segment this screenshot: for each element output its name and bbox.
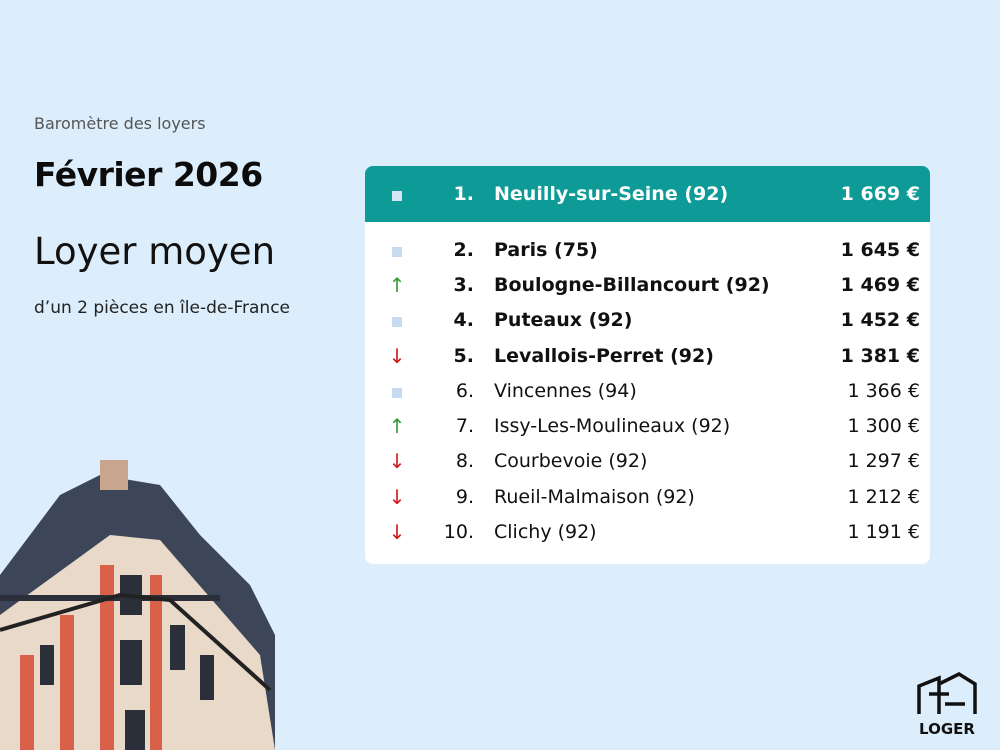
ranking-row: 4. Puteaux (92) 1 452 €	[365, 303, 930, 338]
row-rank: 1.	[453, 183, 474, 205]
arrow-up-icon: ↑	[388, 414, 406, 439]
row-rank: 4.	[453, 309, 474, 332]
row-price: 1 300 €	[847, 415, 920, 438]
row-price: 1 191 €	[847, 521, 920, 544]
row-rank: 6.	[455, 379, 474, 402]
subtitle: d’un 2 pièces en île-de-France	[34, 298, 290, 318]
ranking-row: ↓ 8. Courbevoie (92) 1 297 €	[365, 444, 930, 479]
row-name: Courbevoie (92)	[494, 450, 648, 473]
row-rank: 5.	[453, 344, 474, 367]
row-price: 1 297 €	[847, 450, 920, 473]
row-rank: 10.	[443, 521, 474, 544]
ranking-row: 6. Vincennes (94) 1 366 €	[365, 373, 930, 408]
loger-logo: LOGER	[912, 670, 982, 738]
arrow-down-icon: ↓	[388, 343, 406, 368]
row-price: 1 469 €	[840, 273, 920, 296]
row-name: Clichy (92)	[494, 521, 597, 544]
ranking-row: ↑ 3. Boulogne-Billancourt (92) 1 469 €	[365, 267, 930, 302]
ranking-row: ↓ 9. Rueil-Malmaison (92) 1 212 €	[365, 479, 930, 514]
row-rank: 3.	[453, 273, 474, 296]
ranking-row: 1. Neuilly-sur-Seine (92) 1 669 €	[365, 166, 930, 222]
logo-text: LOGER	[919, 720, 975, 738]
row-rank: 2.	[453, 238, 474, 261]
stable-square-icon	[365, 379, 429, 403]
stable-square-icon	[365, 238, 429, 262]
row-name: Levallois-Perret (92)	[494, 344, 714, 367]
row-price: 1 645 €	[840, 238, 920, 261]
ranking-table: 1. Neuilly-sur-Seine (92) 1 669 € 2. Paris (…	[365, 166, 930, 564]
arrow-down-icon: ↓	[388, 520, 406, 545]
row-name: Paris (75)	[494, 238, 598, 261]
page-title: Loyer moyen	[34, 230, 276, 273]
stable-square-icon	[365, 182, 429, 206]
row-name: Boulogne-Billancourt (92)	[494, 273, 770, 296]
arrow-up-icon: ↑	[388, 272, 406, 297]
row-price: 1 366 €	[847, 379, 920, 402]
ranking-row: ↑ 7. Issy-Les-Moulineaux (92) 1 300 €	[365, 408, 930, 443]
row-price: 1 452 €	[840, 309, 920, 332]
stable-square-icon	[365, 308, 429, 332]
row-price: 1 212 €	[847, 485, 920, 508]
row-name: Issy-Les-Moulineaux (92)	[494, 415, 731, 438]
logo-building-icon	[917, 671, 977, 714]
row-name: Rueil-Malmaison (92)	[494, 485, 695, 508]
row-rank: 7.	[455, 415, 474, 438]
month-title: Février 2026	[34, 155, 263, 194]
row-rank: 9.	[455, 485, 474, 508]
ranking-row: ↓ 10. Clichy (92) 1 191 €	[365, 514, 930, 549]
arrow-down-icon: ↓	[388, 484, 406, 509]
row-name: Neuilly-sur-Seine (92)	[494, 183, 729, 205]
arrow-down-icon: ↓	[388, 449, 406, 474]
row-name: Vincennes (94)	[494, 379, 637, 402]
ranking-row: ↓ 5. Levallois-Perret (92) 1 381 €	[365, 338, 930, 373]
kicker: Baromètre des loyers	[34, 114, 206, 133]
row-name: Puteaux (92)	[494, 309, 633, 332]
ranking-row: 2. Paris (75) 1 645 €	[365, 232, 930, 267]
row-price: 1 381 €	[840, 344, 920, 367]
building-image	[0, 460, 275, 750]
row-price: 1 669 €	[840, 183, 920, 205]
row-rank: 8.	[455, 450, 474, 473]
